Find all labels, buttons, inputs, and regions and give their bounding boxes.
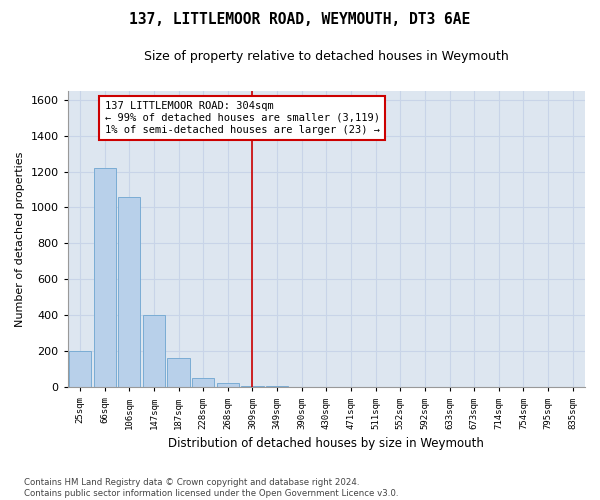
Title: Size of property relative to detached houses in Weymouth: Size of property relative to detached ho… xyxy=(144,50,509,63)
Bar xyxy=(143,314,165,388)
Bar xyxy=(69,352,91,388)
Text: 137 LITTLEMOOR ROAD: 304sqm
← 99% of detached houses are smaller (3,119)
1% of s: 137 LITTLEMOOR ROAD: 304sqm ← 99% of det… xyxy=(104,102,380,134)
Bar xyxy=(167,358,190,388)
Text: Contains HM Land Registry data © Crown copyright and database right 2024.
Contai: Contains HM Land Registry data © Crown c… xyxy=(24,478,398,498)
Bar xyxy=(217,383,239,388)
Bar xyxy=(94,168,116,388)
Y-axis label: Number of detached properties: Number of detached properties xyxy=(15,152,25,326)
Bar xyxy=(241,386,263,388)
X-axis label: Distribution of detached houses by size in Weymouth: Distribution of detached houses by size … xyxy=(169,437,484,450)
Bar xyxy=(118,196,140,388)
Bar xyxy=(192,378,214,388)
Bar xyxy=(266,386,288,388)
Text: 137, LITTLEMOOR ROAD, WEYMOUTH, DT3 6AE: 137, LITTLEMOOR ROAD, WEYMOUTH, DT3 6AE xyxy=(130,12,470,28)
